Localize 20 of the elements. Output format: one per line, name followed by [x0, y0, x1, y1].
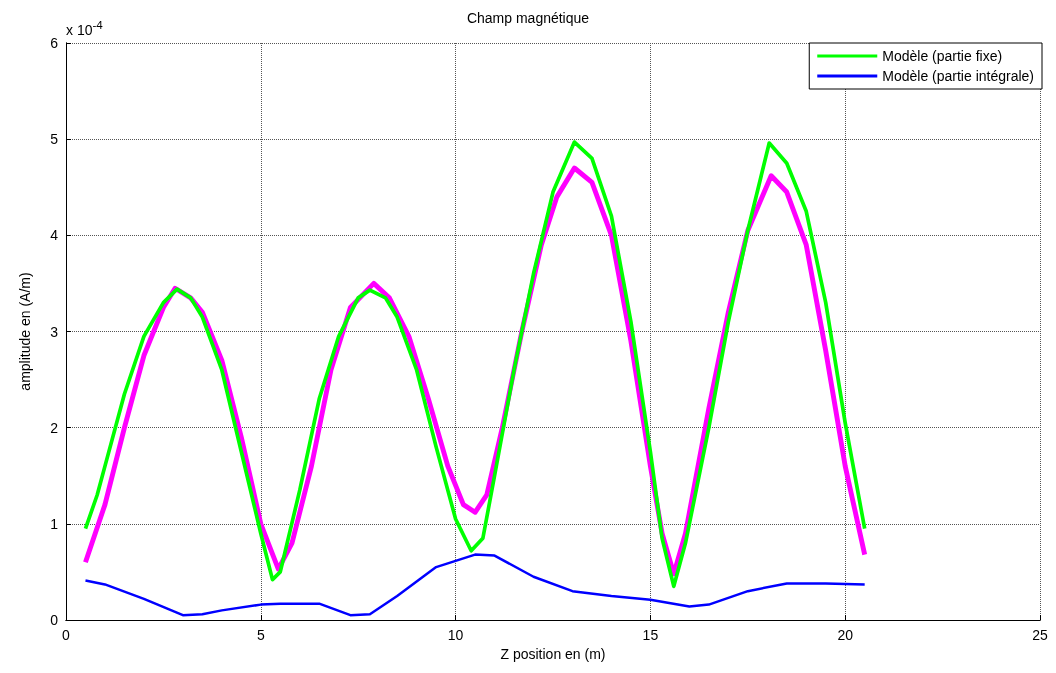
legend-label: Modèle (partie fixe) [882, 48, 1003, 64]
chart-title: Champ magnétique [466, 10, 590, 26]
text: x 10$^{-4}$ [66, 18, 103, 38]
y-tick-label: 4 [50, 227, 59, 244]
y-tick-label: 0 [50, 612, 59, 628]
y-tick-label: 2 [50, 419, 59, 436]
y-tick-label: 1 [50, 515, 59, 532]
y-axis-title: amplitude en (A/m) [17, 272, 33, 391]
x-tick-label: 15 [642, 627, 659, 643]
y-tick-label: 3 [50, 323, 59, 340]
x-axis-title: Z position en (m) [500, 645, 606, 662]
x-tick-label: 10 [447, 627, 464, 643]
x-tick-label: 25 [1032, 627, 1048, 643]
x-tick-label: 0 [62, 627, 71, 643]
y-tick-label: 6 [50, 35, 59, 51]
y-tick-label: 5 [50, 131, 59, 148]
line-series [84, 553, 866, 617]
x-tick-label: 20 [837, 627, 854, 643]
legend-label: Modèle (partie intégrale) [882, 68, 1035, 84]
x-tick-label: 5 [256, 627, 265, 643]
